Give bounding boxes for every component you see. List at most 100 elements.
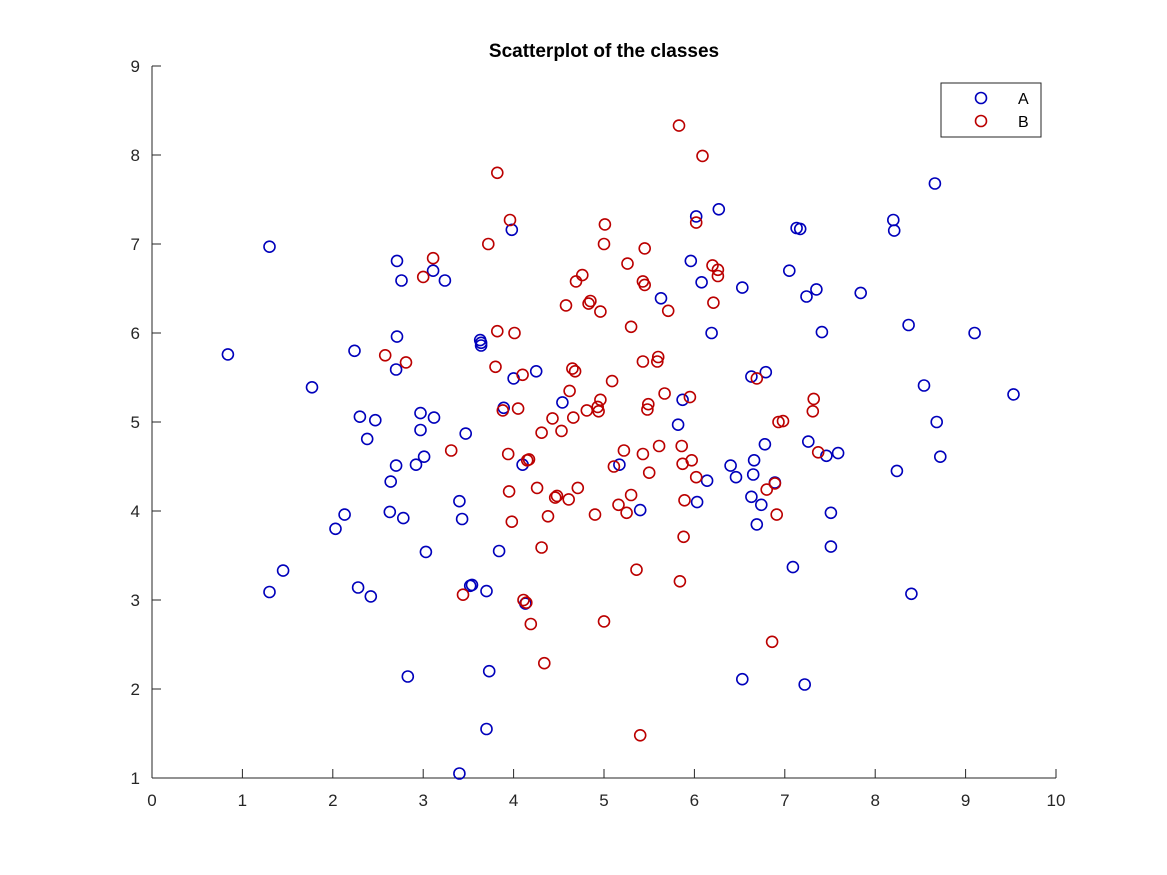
data-point <box>770 508 784 521</box>
data-point <box>409 458 423 472</box>
data-point <box>641 397 655 411</box>
series-a <box>221 177 1020 780</box>
data-point <box>624 488 638 502</box>
data-point <box>651 350 665 364</box>
legend-marker <box>974 91 988 105</box>
data-point <box>612 498 625 512</box>
data-point <box>754 498 768 512</box>
data-point <box>516 368 529 382</box>
x-tick-label: 7 <box>780 791 789 810</box>
data-point <box>474 336 488 350</box>
data-point <box>505 515 519 529</box>
data-point <box>594 393 607 407</box>
legend-marker <box>974 114 988 128</box>
data-point <box>490 166 504 180</box>
data-point <box>438 274 452 287</box>
data-point <box>427 411 441 424</box>
data-point <box>705 326 718 340</box>
data-point <box>426 251 440 265</box>
data-point <box>782 264 796 278</box>
data-point <box>820 449 833 463</box>
data-point <box>689 216 703 229</box>
data-point <box>620 506 633 520</box>
data-point <box>351 581 365 594</box>
data-point <box>624 320 638 334</box>
data-point <box>928 177 942 190</box>
data-point <box>541 509 555 523</box>
y-tick-label: 7 <box>131 235 140 254</box>
data-point <box>263 240 276 253</box>
data-point <box>696 149 709 163</box>
data-point <box>305 380 319 394</box>
data-point <box>776 414 790 428</box>
data-point <box>678 493 691 507</box>
data-point <box>522 453 536 466</box>
data-point <box>455 512 469 526</box>
data-point <box>707 296 720 310</box>
data-point <box>597 615 611 628</box>
data-point <box>675 439 689 453</box>
data-point <box>633 503 647 517</box>
data-point <box>750 518 764 531</box>
y-tick-label: 5 <box>131 413 140 432</box>
data-point <box>598 218 612 231</box>
data-point <box>496 404 510 417</box>
data-point <box>677 530 690 544</box>
data-point <box>389 459 403 472</box>
data-point <box>456 588 470 602</box>
y-tick-label: 2 <box>131 680 140 699</box>
x-tick-label: 9 <box>961 791 970 810</box>
data-point <box>426 264 440 278</box>
data-point <box>555 424 568 438</box>
y-tick-label: 3 <box>131 591 140 610</box>
data-point <box>621 257 634 270</box>
data-point <box>482 664 496 678</box>
data-point <box>772 415 785 429</box>
data-point <box>807 392 821 406</box>
data-point <box>793 222 807 236</box>
x-tick-label: 1 <box>238 791 247 810</box>
legend-label: A <box>1018 91 1029 108</box>
data-point <box>765 635 779 649</box>
data-point <box>613 458 626 472</box>
data-point <box>968 326 981 340</box>
data-point <box>605 374 619 388</box>
data-point <box>378 348 392 362</box>
data-point <box>747 453 761 467</box>
data-point <box>690 495 704 509</box>
data-point <box>815 325 829 339</box>
data-point <box>384 475 398 488</box>
data-point <box>684 254 698 268</box>
data-point <box>517 593 530 607</box>
data-point <box>1007 388 1020 401</box>
data-point <box>503 213 517 227</box>
data-point <box>758 437 772 451</box>
data-point <box>735 672 749 686</box>
data-point <box>810 283 823 296</box>
data-point <box>480 722 493 736</box>
data-point <box>591 400 605 414</box>
y-tick-label: 1 <box>131 769 140 788</box>
data-point <box>489 360 502 374</box>
data-point <box>638 278 652 292</box>
data-point <box>673 574 687 588</box>
data-point <box>465 578 479 592</box>
data-point <box>759 365 773 379</box>
data-point <box>890 464 904 478</box>
data-point <box>505 223 519 237</box>
data-point <box>582 297 595 310</box>
data-point <box>724 459 737 472</box>
data-point <box>535 426 548 440</box>
data-point <box>559 299 573 312</box>
data-point <box>760 483 774 496</box>
data-point <box>417 450 431 464</box>
data-point <box>712 203 726 216</box>
data-point <box>480 584 493 598</box>
data-point <box>360 432 374 446</box>
x-tick-label: 6 <box>690 791 699 810</box>
data-point <box>502 485 516 498</box>
data-point <box>811 445 825 459</box>
data-point <box>396 511 410 525</box>
data-point <box>399 356 413 369</box>
data-point <box>685 453 699 467</box>
